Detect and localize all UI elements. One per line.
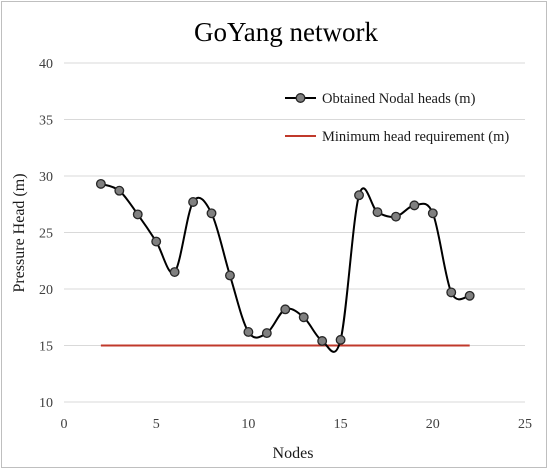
data-point-node-2 bbox=[95, 178, 106, 189]
x-tick-label: 10 bbox=[241, 417, 255, 432]
series-nodal-heads bbox=[95, 178, 475, 353]
legend-item-nodal-heads: Obtained Nodal heads (m) bbox=[285, 91, 476, 107]
data-point-node-5 bbox=[151, 236, 162, 247]
data-point-node-16 bbox=[354, 190, 364, 201]
x-tick-label: 20 bbox=[426, 417, 440, 432]
legend-label-nodal-heads: Obtained Nodal heads (m) bbox=[322, 91, 476, 107]
y-tick-labels: 10 15 20 25 30 35 40 bbox=[39, 57, 53, 411]
data-point-node-9 bbox=[225, 270, 235, 281]
y-tick-label: 25 bbox=[39, 227, 53, 242]
data-point-node-4 bbox=[132, 209, 143, 220]
chart-title: GoYang network bbox=[194, 17, 379, 47]
data-point-node-14 bbox=[317, 336, 328, 346]
data-point-node-10 bbox=[243, 326, 254, 337]
x-tick-label: 0 bbox=[61, 417, 68, 432]
legend-item-minimum-head: Minimum head requirement (m) bbox=[285, 129, 509, 145]
data-point-node-8 bbox=[206, 208, 217, 219]
x-tick-label: 5 bbox=[153, 417, 160, 432]
x-tick-label: 15 bbox=[334, 417, 348, 432]
y-tick-label: 30 bbox=[39, 170, 53, 185]
data-point-node-17 bbox=[372, 207, 383, 218]
data-point-node-11 bbox=[261, 328, 272, 339]
y-tick-label: 20 bbox=[39, 283, 53, 298]
y-axis-title: Pressure Head (m) bbox=[11, 173, 28, 292]
x-tick-labels: 0 5 10 15 20 25 bbox=[61, 417, 533, 432]
data-point-node-3 bbox=[114, 185, 125, 196]
gridlines bbox=[64, 62, 525, 403]
legend-swatch-nodal-heads-marker bbox=[295, 93, 306, 103]
data-point-node-20 bbox=[427, 208, 438, 219]
y-tick-label: 40 bbox=[39, 57, 53, 72]
y-tick-label: 15 bbox=[39, 340, 53, 355]
y-tick-label: 10 bbox=[39, 396, 53, 411]
data-point-node-13 bbox=[298, 312, 309, 323]
data-point-node-18 bbox=[390, 211, 401, 222]
x-tick-label: 25 bbox=[518, 417, 532, 432]
legend: Obtained Nodal heads (m) Minimum head re… bbox=[285, 91, 509, 145]
data-point-node-6 bbox=[169, 267, 180, 278]
data-point-node-21 bbox=[446, 287, 457, 298]
legend-label-minimum-head: Minimum head requirement (m) bbox=[322, 129, 509, 145]
x-axis-title: Nodes bbox=[273, 445, 314, 462]
data-point-node-22 bbox=[464, 290, 475, 301]
data-point-node-19 bbox=[409, 200, 420, 211]
y-tick-label: 35 bbox=[39, 114, 53, 129]
data-point-node-12 bbox=[280, 304, 291, 315]
data-point-node-15 bbox=[335, 334, 346, 345]
data-point-node-7 bbox=[188, 197, 199, 207]
